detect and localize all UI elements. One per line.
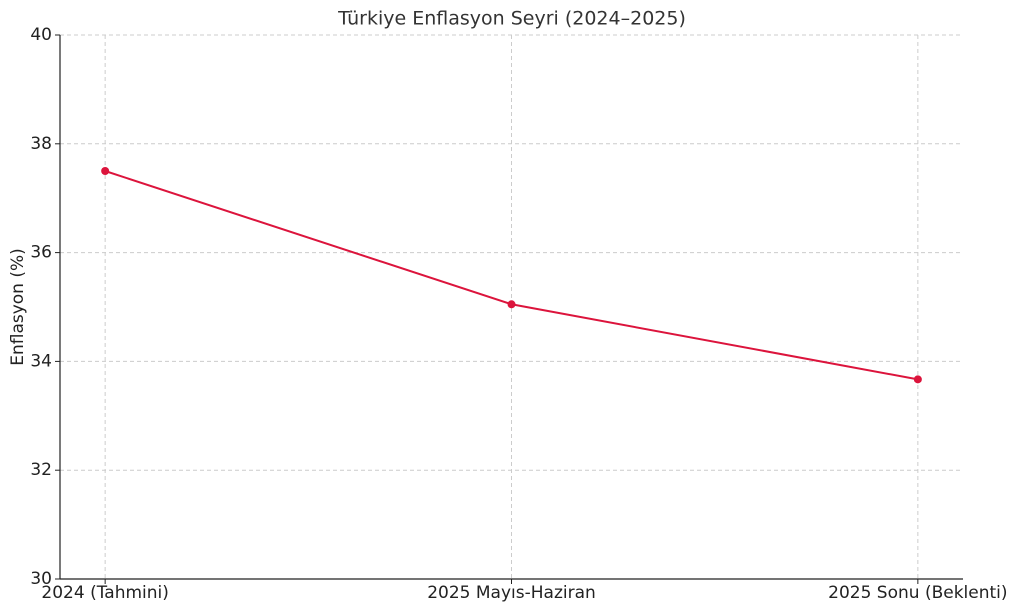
- y-tick-label: 32: [30, 460, 52, 480]
- y-tick-label: 40: [30, 25, 52, 45]
- point: [913, 375, 922, 384]
- x-tick-label: 2025 Sonu (Beklenti): [828, 583, 1007, 603]
- x-tick-label: 2024 (Tahmini): [41, 583, 168, 603]
- x-tick-label: 2025 Mayıs-Haziran: [427, 583, 596, 603]
- y-tick-label: 36: [30, 243, 52, 263]
- y-tick-label: 38: [30, 134, 52, 154]
- point: [101, 167, 110, 175]
- y-axis-label: Enflasyon (%): [8, 248, 28, 366]
- chart-title: Türkiye Enflasyon Seyri (2024–2025): [337, 8, 686, 30]
- point: [507, 300, 516, 309]
- y-tick-label: 30: [30, 569, 52, 589]
- y-tick-label: 34: [30, 351, 52, 371]
